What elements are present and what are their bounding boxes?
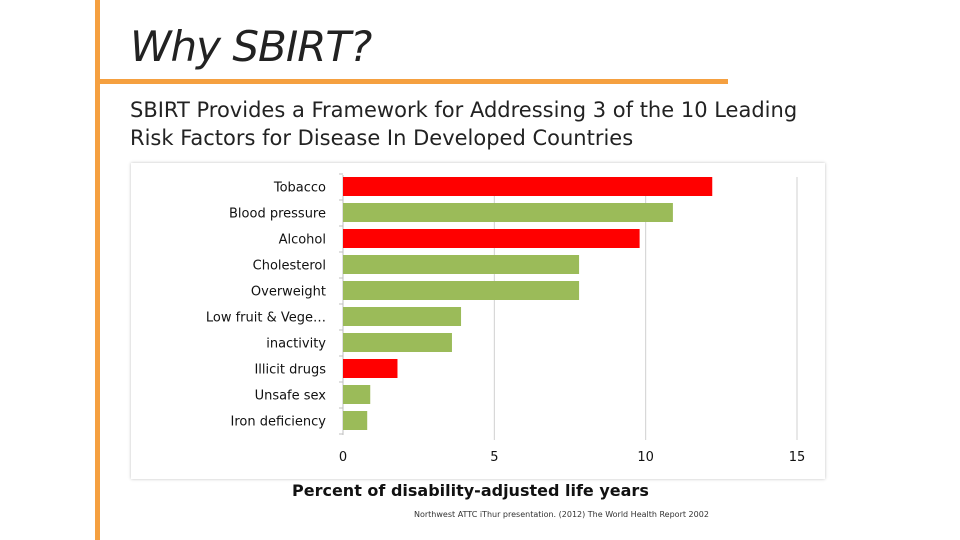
x-tick-label: 0 xyxy=(339,450,347,465)
x-axis-title: Percent of disability-adjusted life year… xyxy=(292,481,649,500)
category-label: Illicit drugs xyxy=(254,363,326,378)
bar-iron-deficiency xyxy=(343,411,368,430)
category-label: Cholesterol xyxy=(253,259,326,274)
bar-chart: Tobacco Blood pressure Alcohol Cholesterol O… xyxy=(206,173,806,465)
bar-inactivity xyxy=(343,333,452,352)
category-label: Unsafe sex xyxy=(255,389,327,404)
category-label: Alcohol xyxy=(279,233,326,248)
accent-bar-horizontal xyxy=(100,79,728,84)
bar-blood-pressure xyxy=(343,203,673,222)
bar-alcohol xyxy=(343,229,640,248)
category-label: Iron deficiency xyxy=(231,415,327,430)
category-label: Tobacco xyxy=(273,181,326,196)
bar-low-fruit-vege xyxy=(343,307,462,326)
category-label: Low fruit & Vege… xyxy=(206,311,326,326)
category-label: Overweight xyxy=(251,285,326,300)
chart-panel: Tobacco Blood pressure Alcohol Cholesterol O… xyxy=(131,163,825,479)
x-tick-label: 15 xyxy=(789,450,806,465)
x-tick-label: 10 xyxy=(637,450,654,465)
bar-cholesterol xyxy=(343,255,580,274)
x-tick-label: 5 xyxy=(490,450,498,465)
slide-title: Why SBIRT? xyxy=(130,22,372,71)
slide-subtitle: SBIRT Provides a Framework for Addressin… xyxy=(130,98,798,150)
category-label: Blood pressure xyxy=(229,207,326,222)
bar-unsafe-sex xyxy=(343,385,371,404)
accent-bar-vertical xyxy=(95,0,100,540)
source-note: Northwest ATTC iThur presentation. (2012… xyxy=(414,510,709,519)
bar-overweight xyxy=(343,281,580,300)
category-label: inactivity xyxy=(266,337,326,352)
bar-illicit-drugs xyxy=(343,359,398,378)
bar-tobacco xyxy=(343,177,713,196)
